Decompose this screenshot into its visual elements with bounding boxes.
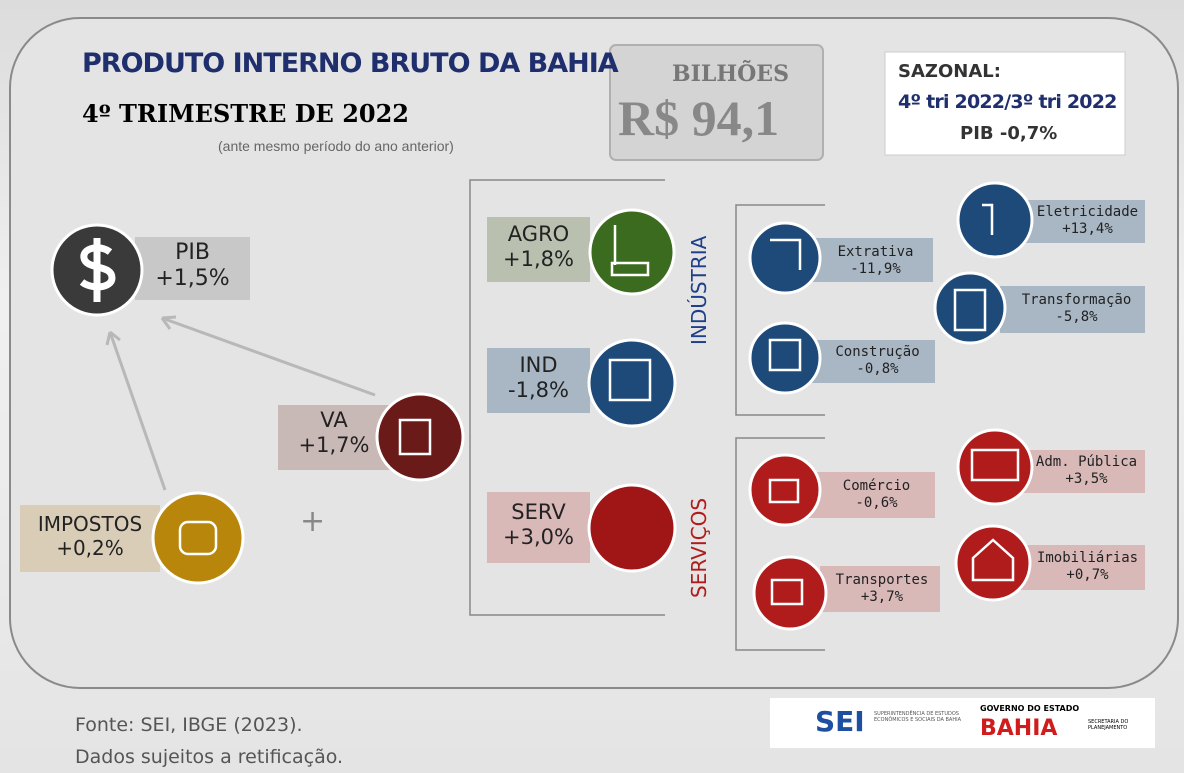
logo-bahia: BAHIA — [980, 716, 1058, 741]
total-unit: BILHÕES — [672, 61, 789, 87]
source: Fonte: SEI, IBGE (2023). — [75, 714, 303, 736]
logo-sei: SEI — [815, 705, 865, 738]
item-label: IMPOSTOS — [37, 512, 143, 536]
item-value: -0,8% — [856, 360, 899, 377]
item-label: Comércio — [842, 478, 911, 494]
item-value: +3,0% — [503, 525, 574, 550]
plus: + — [300, 504, 326, 539]
item-label: Transportes — [835, 572, 929, 588]
item-value: +3,7% — [860, 588, 904, 605]
seasonal-value: PIB -0,7% — [960, 123, 1058, 144]
seasonal-period: 4º tri 2022/3º tri 2022 — [898, 91, 1117, 113]
logo-secretaria: SECRETARIA DO PLANEJAMENTO — [1088, 719, 1129, 731]
item-value: -0,6% — [855, 494, 898, 511]
item-value: +1,7% — [298, 433, 370, 458]
item-value: -5,8% — [1055, 308, 1098, 325]
seasonal-label: SAZONAL: — [898, 61, 1001, 82]
industria-title: INDÚSTRIA — [687, 235, 711, 345]
item-label: Imobiliárias — [1036, 550, 1139, 566]
item-label: Adm. Pública — [1035, 454, 1138, 470]
item-value: -11,9% — [850, 260, 901, 277]
item-label: VA — [320, 408, 348, 432]
title: PRODUTO INTERNO BRUTO DA BAHIA — [82, 48, 619, 79]
seasonal-box — [884, 51, 1126, 156]
item-value: +0,2% — [56, 536, 124, 560]
item-label: Extrativa — [837, 244, 914, 260]
disclaimer: Dados sujeitos a retificação. — [75, 746, 344, 768]
item-value: -1,8% — [508, 378, 569, 403]
item-value: +1,8% — [503, 247, 574, 272]
item-label: IND — [519, 353, 558, 377]
item-label: Construção — [835, 344, 920, 360]
label-rects — [20, 200, 1145, 612]
item-label: SERV — [511, 500, 566, 524]
logo-gov: GOVERNO DO ESTADO — [980, 704, 1080, 713]
item-label: PIB — [175, 240, 210, 265]
total-value: R$ 94,1 — [618, 90, 780, 146]
item-value: +3,5% — [1065, 470, 1108, 487]
item-label: AGRO — [507, 222, 570, 246]
brackets — [469, 179, 825, 651]
item-value: +1,5% — [155, 266, 230, 292]
icons — [50, 181, 1034, 631]
arrows — [105, 315, 376, 491]
servicos-title: SERVIÇOS — [687, 497, 711, 598]
item-label: Eletricidade — [1036, 204, 1139, 220]
subtitle: 4º TRIMESTRE DE 2022 — [82, 99, 409, 128]
item-value: +0,7% — [1066, 566, 1109, 583]
item-label: Transformação — [1021, 292, 1132, 308]
total-box — [609, 44, 824, 161]
note: (ante mesmo período do ano anterior) — [218, 138, 454, 154]
logo-sei-name: SUPERINTENDÊNCIA DE ESTUDOS ECONÔMICOS E… — [874, 711, 961, 723]
panel — [9, 17, 1179, 689]
item-value: +13,4% — [1062, 220, 1113, 237]
logo-box — [770, 698, 1155, 748]
